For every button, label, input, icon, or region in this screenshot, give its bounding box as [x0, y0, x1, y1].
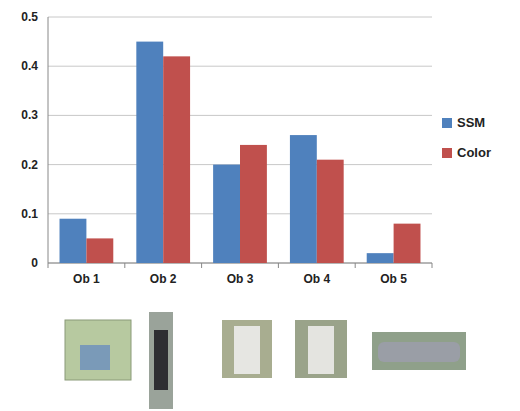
thumbnail-detail — [308, 326, 334, 374]
bar — [394, 224, 421, 263]
bar — [86, 238, 113, 263]
y-tick-label: 0.1 — [21, 207, 38, 221]
grid-line — [48, 115, 432, 116]
x-tick — [201, 263, 202, 268]
chart: 0 0.1 0.2 0.3 0.4 0.5 Ob 1 Ob 2 Ob 3 Ob 4 Ob 5 SSM C… — [0, 0, 520, 411]
y-tick-label: 0.2 — [21, 158, 38, 172]
x-tick — [432, 263, 433, 268]
thumbnails — [65, 312, 466, 409]
thumbnail — [222, 320, 272, 378]
x-tick-label: Ob 4 — [303, 272, 330, 286]
thumbnail-detail — [234, 326, 260, 374]
thumbnail-detail — [378, 342, 460, 362]
bar — [163, 56, 190, 263]
bar — [60, 219, 87, 263]
x-tick — [355, 263, 356, 268]
x-tick-label: Ob 3 — [227, 272, 254, 286]
legend-swatch — [442, 148, 452, 158]
bar — [240, 145, 267, 263]
y-tick-label: 0.4 — [21, 59, 38, 73]
x-tick — [48, 263, 49, 268]
grid-line — [48, 17, 432, 18]
bar — [290, 135, 317, 263]
grid-line — [48, 66, 432, 67]
x-tick-label: Ob 1 — [73, 272, 100, 286]
bar — [317, 160, 344, 263]
bar — [367, 253, 394, 263]
y-tick-label: 0.3 — [21, 108, 38, 122]
thumbnail — [149, 312, 173, 409]
y-tick-label: 0 — [31, 256, 38, 270]
bars — [60, 42, 421, 263]
legend: SSM Color — [442, 115, 491, 160]
y-axis — [48, 17, 49, 263]
x-tick-label: Ob 2 — [150, 272, 177, 286]
thumbnail — [65, 320, 131, 380]
legend-label: Color — [457, 145, 491, 160]
thumbnail-detail — [80, 345, 110, 370]
bar — [213, 165, 240, 263]
y-tick-label: 0.5 — [21, 10, 38, 24]
x-tick — [278, 263, 279, 268]
thumbnail-detail — [154, 330, 168, 390]
thumbnail — [372, 332, 466, 370]
x-tick — [124, 263, 125, 268]
bar — [136, 42, 163, 263]
chart-root: 0 0.1 0.2 0.3 0.4 0.5 Ob 1 Ob 2 Ob 3 Ob 4 Ob 5 SSM C… — [0, 0, 520, 411]
x-tick-label: Ob 5 — [380, 272, 407, 286]
legend-swatch — [442, 118, 452, 128]
legend-label: SSM — [457, 115, 485, 130]
thumbnail — [295, 320, 347, 378]
